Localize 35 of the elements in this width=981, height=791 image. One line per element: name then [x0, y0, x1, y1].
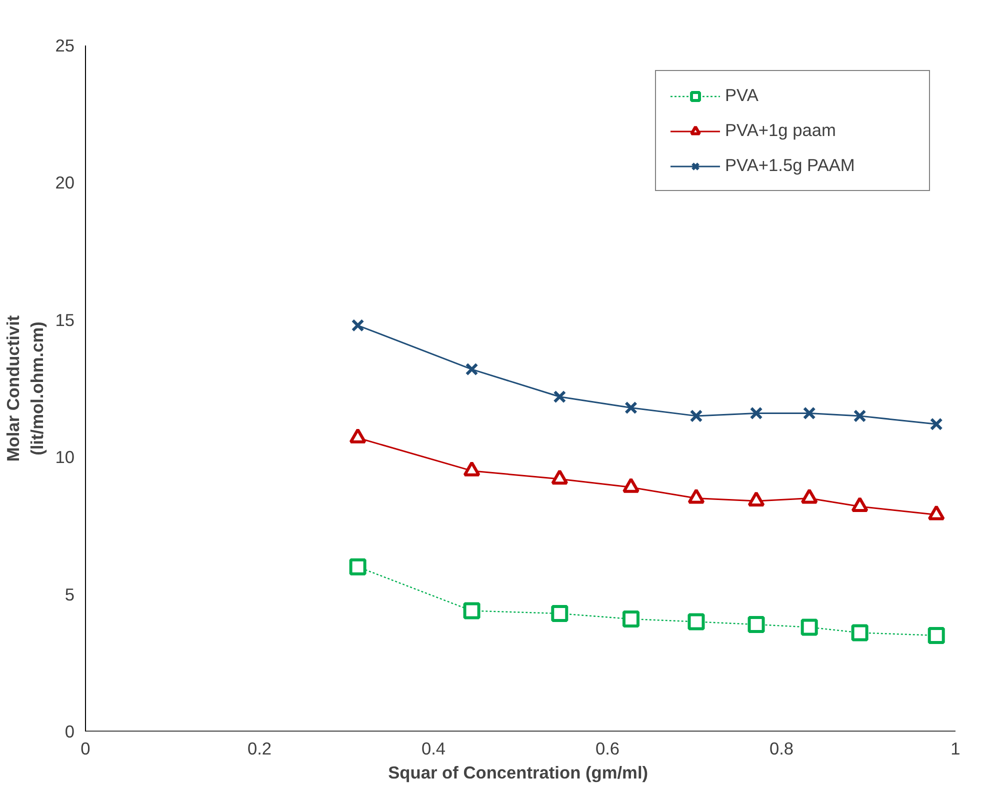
- y-tick-label: 15: [55, 310, 75, 330]
- point: [553, 390, 566, 404]
- x-tick-label: 0.2: [247, 738, 272, 758]
- point: [750, 406, 763, 420]
- point: [624, 401, 638, 414]
- legend-label: PVA: [725, 85, 760, 106]
- x-tick-label: 0.6: [595, 738, 620, 758]
- x-tick-label: 0.4: [421, 738, 446, 758]
- point: [551, 605, 568, 622]
- point: [853, 409, 866, 422]
- y-tick-label: 10: [55, 447, 75, 468]
- point: [800, 618, 818, 636]
- y-tick-label: 25: [55, 36, 75, 56]
- point: [351, 318, 364, 332]
- point: [851, 624, 868, 642]
- x-tick-label: 0: [80, 738, 90, 758]
- y-axis-title: Molar Conductivit (lit/mol.ohm.cm): [3, 315, 48, 462]
- point: [688, 613, 705, 630]
- point: [622, 610, 640, 628]
- x-tick-label: 0.8: [769, 738, 794, 758]
- point: [690, 409, 703, 422]
- point: [930, 418, 943, 431]
- point: [465, 362, 478, 376]
- x-tick-label: 1: [950, 738, 960, 758]
- y-tick-label: 5: [64, 584, 75, 604]
- legend-label: PVA+1.5g PAAM: [725, 155, 856, 176]
- point: [802, 406, 816, 420]
- point: [349, 558, 366, 576]
- x-axis-title: Squar of Concentration (gm/ml): [388, 762, 648, 782]
- y-tick-label: 20: [55, 172, 75, 193]
- point: [748, 616, 765, 633]
- point: [928, 626, 945, 644]
- legend-label: PVA+1g paam: [725, 120, 837, 141]
- y-tick-label: 0: [64, 722, 75, 742]
- point: [463, 602, 480, 620]
